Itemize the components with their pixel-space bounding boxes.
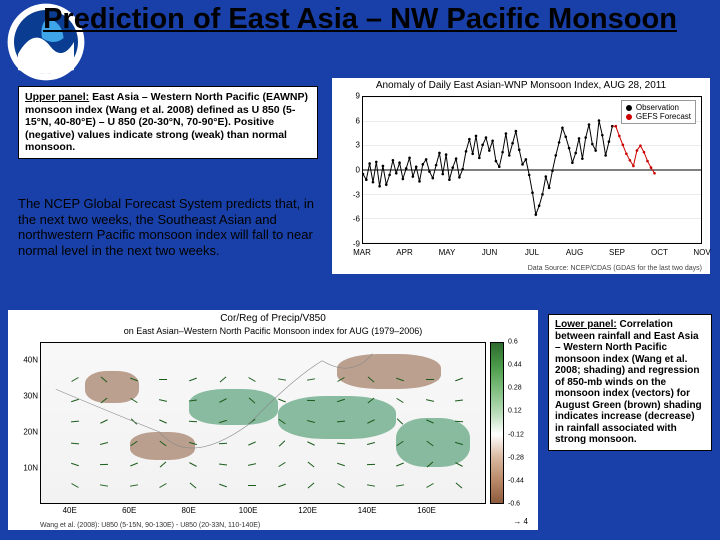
map-footer: Wang et al. (2008): U850 (5-15N, 90-130E… bbox=[40, 522, 260, 529]
upper-panel-description: Upper panel: East Asia – Western North P… bbox=[18, 86, 318, 159]
slide-title-area: Prediction of East Asia – NW Pacific Mon… bbox=[0, 4, 720, 36]
timeseries-footer: Data Source: NCEP/CDAS (GDAS for the las… bbox=[528, 265, 702, 272]
slide-title: Prediction of East Asia – NW Pacific Mon… bbox=[0, 4, 720, 36]
correlation-map: Cor/Reg of Precip/V850 on East Asian–Wes… bbox=[8, 310, 538, 530]
map-colorbar: 0.60.440.280.12-0.12-0.28-0.44-0.6 bbox=[490, 342, 530, 504]
map-plot-area bbox=[40, 342, 486, 504]
lower-desc-lead: Lower panel: bbox=[555, 319, 617, 330]
legend-fcst: GEFS Forecast bbox=[636, 112, 691, 121]
map-lon-axis: 40E60E80E100E120E140E160E bbox=[40, 506, 486, 518]
lower-panel-description: Lower panel: Correlation between rainfal… bbox=[548, 314, 712, 451]
upper-desc-lead: Upper panel: bbox=[25, 91, 89, 103]
monsoon-index-timeseries: Anomaly of Daily East Asian-WNP Monsoon … bbox=[332, 78, 710, 274]
lower-desc-body: Correlation between rainfall and East As… bbox=[555, 319, 702, 445]
timeseries-title: Anomaly of Daily East Asian-WNP Monsoon … bbox=[332, 80, 710, 91]
map-lat-axis: 40N30N20N10N bbox=[12, 342, 38, 504]
forecast-paragraph: The NCEP Global Forecast System predicts… bbox=[18, 196, 318, 258]
map-title: Cor/Reg of Precip/V850 bbox=[8, 313, 538, 324]
legend-obs: Observation bbox=[636, 103, 679, 112]
timeseries-legend: Observation GEFS Forecast bbox=[621, 100, 696, 124]
timeseries-x-axis: MARAPRMAYJUNJULAUGSEPOCTNOV bbox=[362, 248, 702, 260]
map-subtitle: on East Asian–Western North Pacific Mons… bbox=[8, 326, 538, 336]
timeseries-y-axis: -9-6-30369 bbox=[338, 96, 360, 244]
